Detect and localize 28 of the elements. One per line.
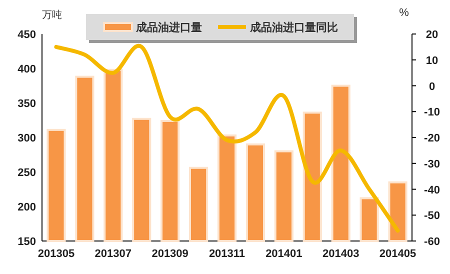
y-axis-title: 万吨 (42, 9, 62, 21)
y2-tick-label: 0 (428, 80, 436, 93)
legend-label: 成品油进口量同比 (249, 21, 338, 34)
x-tick-label: 201311 (208, 248, 246, 260)
x-tick-label: 201405 (379, 248, 416, 260)
y-tick-label: 400 (18, 64, 36, 76)
y2-tick-label: 20 (426, 29, 438, 41)
legend-label: 成品油进口量 (135, 21, 202, 34)
x-tick-label: 201307 (94, 248, 132, 260)
y2-tick-label: -30 (424, 158, 440, 170)
y2-tick-label: -40 (424, 184, 440, 196)
x-tick-label: 201309 (152, 248, 188, 260)
y-tick-label: 350 (18, 98, 36, 110)
y-tick-label: 300 (18, 132, 36, 144)
y2-tick-label: -50 (424, 210, 440, 222)
y2-axis-title: % (399, 7, 410, 19)
y2-tick-label: -60 (424, 236, 440, 248)
line-series (54, 44, 400, 233)
y-tick-label: 250 (18, 167, 36, 179)
y-tick-label: 450 (18, 29, 36, 41)
y2-tick-label: -10 (424, 106, 440, 119)
x-tick-label: 201403 (322, 248, 360, 260)
y-tick-label: 200 (18, 202, 36, 214)
y2-tick-label: -20 (424, 132, 440, 144)
y-tick-label: 150 (18, 236, 36, 248)
x-tick-label: 201401 (266, 248, 302, 260)
y2-tick-label: 10 (426, 54, 438, 67)
x-tick-label: 201305 (38, 248, 75, 260)
